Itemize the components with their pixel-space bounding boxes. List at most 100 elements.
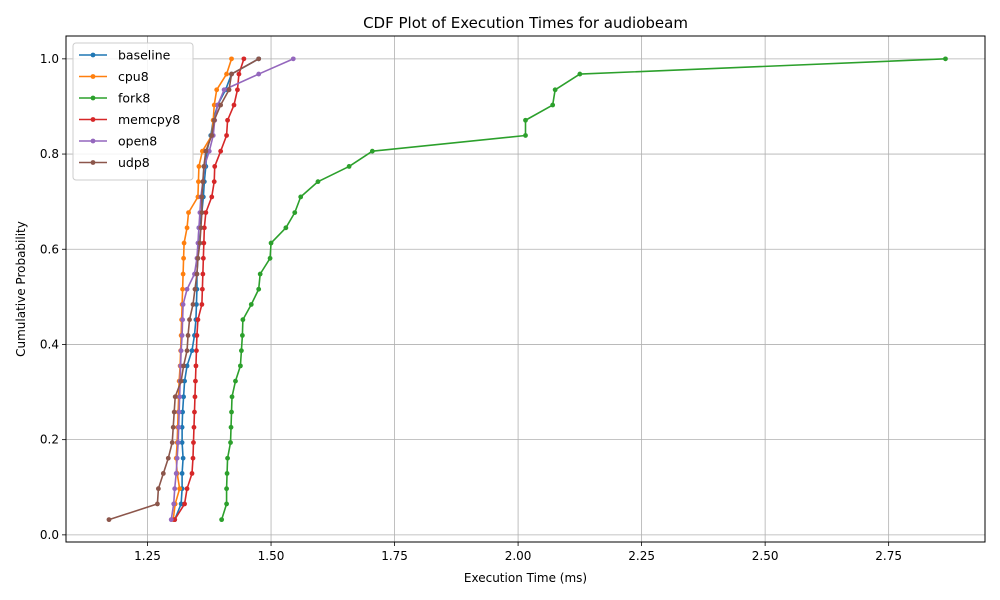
data-point-baseline [182,378,187,384]
data-point-memcpy8 [225,117,230,123]
data-point-open8 [221,87,227,93]
data-point-open8 [256,71,262,77]
data-point-memcpy8 [224,133,229,138]
legend-label-open8: open8 [118,134,157,149]
data-point-udp8 [155,501,160,507]
data-point-fork8 [283,225,289,231]
data-point-fork8 [233,378,238,384]
y-tick-label: 0.6 [40,242,59,256]
data-point-memcpy8 [199,302,205,307]
y-tick-label: 1.0 [40,52,59,66]
data-point-baseline [194,302,199,307]
data-point-udp8 [218,102,224,108]
data-point-udp8 [199,194,205,200]
data-point-open8 [176,409,182,415]
data-point-memcpy8 [200,271,206,277]
data-point-memcpy8 [211,179,217,185]
data-point-udp8 [185,333,191,338]
data-point-fork8 [225,455,230,461]
axis-ticks: 1.25 1.50 1.75 2.00 2.25 2.50 2.75 0.0 0.2 0.4 0.6… [40,52,902,563]
y-axis-label: Cumulative Probability [14,221,28,357]
x-tick-label: 1.25 [134,549,161,563]
data-point-udp8 [187,317,192,323]
y-tick-label: 0.2 [40,433,59,447]
x-tick-label: 1.75 [381,549,408,563]
data-point-cpu8 [177,486,183,492]
data-point-udp8 [198,225,204,231]
data-point-baseline [178,501,184,507]
data-point-memcpy8 [189,471,195,476]
data-point-fork8 [224,501,229,507]
data-point-udp8 [165,455,171,461]
data-point-memcpy8 [193,363,199,369]
y-tick-label: 0.0 [40,528,59,542]
data-point-fork8 [240,317,246,323]
data-point-open8 [177,394,183,400]
data-point-fork8 [228,440,233,445]
data-point-memcpy8 [201,240,207,246]
data-point-udp8 [200,179,206,185]
data-point-open8 [180,317,186,323]
data-point-cpu8 [181,240,187,246]
legend-label-fork8: fork8 [118,91,150,106]
data-point-memcpy8 [182,501,187,507]
data-point-udp8 [197,240,203,246]
data-point-memcpy8 [235,87,240,93]
data-point-baseline [184,363,190,369]
data-point-udp8 [178,378,184,384]
data-point-cpu8 [229,56,234,62]
grid-lines [66,36,985,542]
data-point-cpu8 [184,225,190,231]
data-point-memcpy8 [194,333,200,338]
data-point-fork8 [219,517,225,523]
data-point-memcpy8 [184,486,190,492]
data-point-memcpy8 [236,71,242,77]
data-point-fork8 [943,56,948,62]
series-layer [106,56,948,523]
data-point-memcpy8 [200,255,206,261]
data-point-fork8 [238,363,243,369]
legend-label-cpu8: cpu8 [118,69,149,84]
legend-label-baseline: baseline [118,48,171,63]
data-point-udp8 [192,286,198,292]
data-point-fork8 [257,271,263,277]
data-point-udp8 [229,71,234,77]
data-point-fork8 [298,194,304,200]
data-point-fork8 [248,302,254,307]
data-point-memcpy8 [194,348,199,354]
data-point-baseline [179,440,185,445]
data-point-memcpy8 [201,225,207,231]
data-point-fork8 [239,333,245,338]
legend-marker-cpu8 [90,74,96,79]
data-point-open8 [179,333,185,338]
x-tick-label: 1.50 [258,549,285,563]
data-point-fork8 [523,133,528,138]
legend-marker-memcpy8 [90,117,96,122]
data-point-open8 [175,440,181,445]
data-point-open8 [174,455,180,461]
data-point-baseline [189,348,195,354]
data-point-open8 [172,486,178,492]
x-tick-label: 2.25 [628,549,655,563]
data-point-open8 [178,348,184,354]
data-point-udp8 [190,302,196,307]
data-point-cpu8 [199,148,205,154]
x-tick-label: 2.00 [505,549,532,563]
legend-marker-fork8 [90,95,96,101]
data-point-memcpy8 [231,102,237,108]
data-point-fork8 [346,164,352,169]
series-fork8 [219,56,948,523]
data-point-fork8 [239,348,244,354]
data-point-cpu8 [211,102,217,108]
data-point-fork8 [228,424,234,430]
data-point-baseline [180,455,186,461]
data-point-udp8 [160,471,166,476]
data-point-baseline [179,424,185,430]
data-point-cpu8 [224,71,229,77]
data-point-udp8 [155,486,161,492]
data-point-fork8 [292,210,298,216]
data-point-fork8 [369,148,375,154]
data-point-memcpy8 [195,317,201,323]
data-point-memcpy8 [190,455,196,461]
